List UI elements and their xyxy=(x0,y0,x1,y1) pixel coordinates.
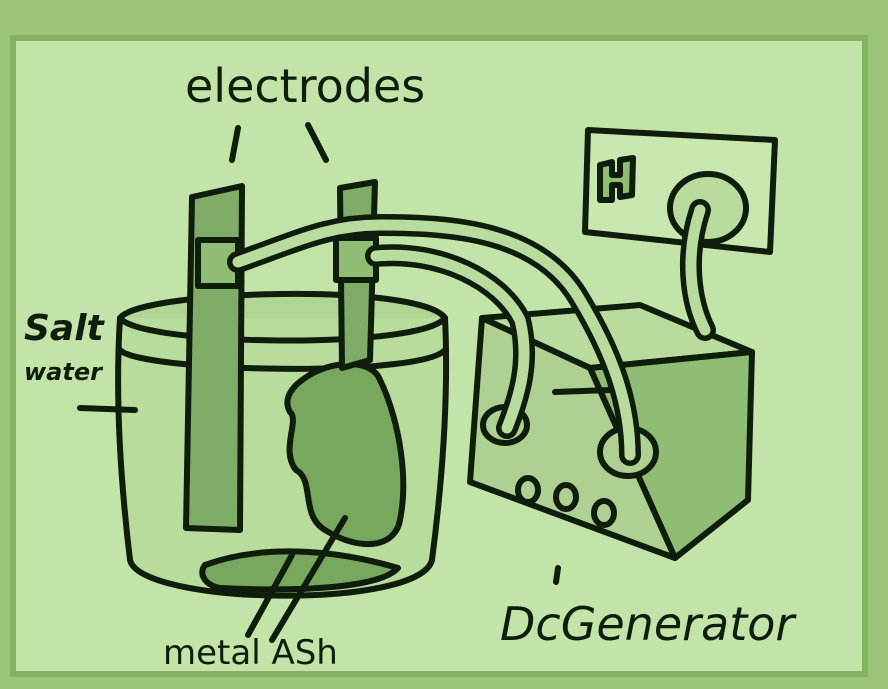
power-cord xyxy=(685,204,711,336)
pointer-generator xyxy=(553,565,561,585)
pointer-metal-ash-2 xyxy=(269,515,348,643)
sediment xyxy=(199,548,401,593)
pointer-salt-water xyxy=(77,405,138,413)
beaker-front-rim xyxy=(117,315,448,344)
generator-knob-3 xyxy=(591,498,617,528)
label-water: water xyxy=(24,358,104,386)
wall-socket xyxy=(582,127,778,255)
label-metal-ash: metal ASh xyxy=(163,633,338,673)
pointer-electrodes-right xyxy=(305,122,329,163)
label-electrodes: electrodes xyxy=(185,59,425,113)
wire-a xyxy=(232,219,636,461)
pointer-electrodes-left xyxy=(229,125,241,163)
wire-b xyxy=(370,249,530,434)
label-dc-generator: DcGenerator xyxy=(500,597,797,651)
label-salt: Salt xyxy=(24,308,106,349)
generator-knob-2 xyxy=(553,482,579,512)
generator-knob-1 xyxy=(515,475,541,505)
metal-ash-clump xyxy=(284,361,407,548)
water-line xyxy=(117,347,448,372)
pointer-metal-ash-1 xyxy=(245,552,295,638)
